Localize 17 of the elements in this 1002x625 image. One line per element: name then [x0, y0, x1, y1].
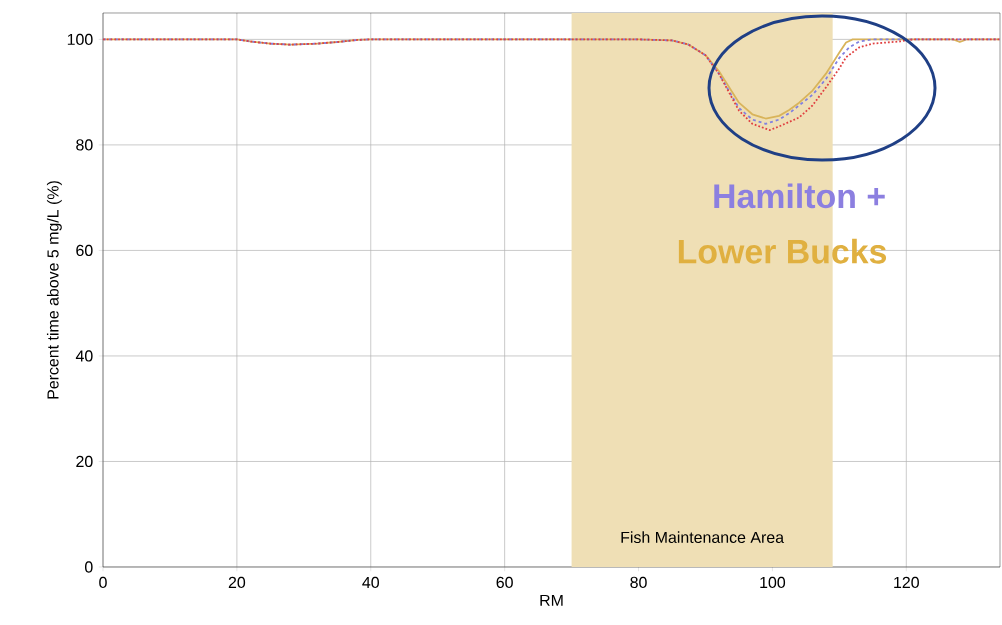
annotation: Lower Bucks [678, 238, 887, 264]
y-tick-label: 40 [75, 350, 93, 362]
x-tick-label: 20 [228, 576, 246, 589]
y-tick-label: 80 [76, 139, 93, 151]
y-tick-label: 20 [76, 455, 93, 468]
y-tick-label: 0 [85, 561, 93, 573]
x-tick-label: 80 [630, 576, 647, 589]
x-tick-label: 120 [894, 576, 919, 589]
y-axis-title: Percent time above 5 mg/L (%) [46, 181, 62, 399]
x-tick-label: 60 [496, 576, 513, 589]
y-tick-label: 60 [76, 244, 93, 257]
x-axis-title: RM [540, 594, 563, 606]
band-label: Fish Maintenance Area [621, 531, 785, 544]
y-tick-label: 100 [67, 33, 93, 46]
x-tick-label: 0 [99, 576, 107, 589]
x-tick-label: 100 [760, 576, 786, 589]
x-tick-label: 40 [362, 576, 379, 589]
